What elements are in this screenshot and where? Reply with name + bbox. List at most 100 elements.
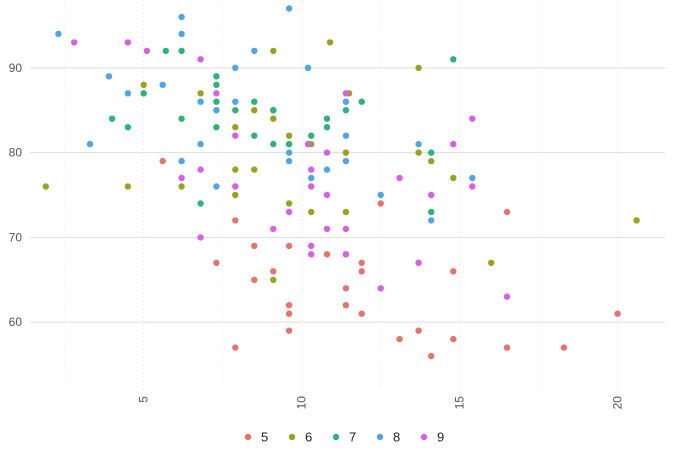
data-point xyxy=(304,64,312,72)
data-point xyxy=(55,30,62,38)
data-point xyxy=(213,81,220,89)
data-point xyxy=(342,251,350,258)
data-point xyxy=(178,13,185,21)
legend-label: 6 xyxy=(305,430,312,445)
data-point xyxy=(232,64,239,72)
data-point xyxy=(308,242,315,250)
data-point xyxy=(71,39,78,46)
data-point xyxy=(285,5,293,12)
data-point xyxy=(213,259,220,266)
data-point xyxy=(140,90,147,97)
data-point xyxy=(178,157,185,165)
data-point xyxy=(124,124,132,131)
data-point xyxy=(124,39,132,46)
data-point xyxy=(614,310,621,317)
data-point xyxy=(270,276,277,283)
data-point xyxy=(503,208,511,216)
data-point xyxy=(323,225,331,233)
data-point xyxy=(285,200,293,207)
data-point xyxy=(469,183,476,190)
data-point xyxy=(342,285,350,292)
data-point xyxy=(213,73,220,80)
data-point xyxy=(232,344,239,351)
data-point xyxy=(232,191,239,199)
data-point xyxy=(232,183,239,190)
legend-marker xyxy=(332,433,340,441)
data-point xyxy=(124,90,132,97)
data-point xyxy=(323,191,331,199)
data-point xyxy=(450,140,457,148)
data-point xyxy=(285,242,293,250)
x-tick-label: 20 xyxy=(611,396,625,410)
data-point xyxy=(285,140,293,148)
data-point xyxy=(124,183,132,190)
data-point xyxy=(197,234,204,241)
data-point xyxy=(415,327,422,334)
data-point xyxy=(342,98,350,105)
data-point xyxy=(285,149,293,156)
data-point xyxy=(358,98,365,105)
data-point xyxy=(197,140,204,148)
data-point xyxy=(377,200,384,207)
data-point xyxy=(232,124,239,131)
y-tick-label: 80 xyxy=(9,146,23,160)
data-point xyxy=(251,98,258,105)
data-point xyxy=(450,56,457,63)
data-point xyxy=(232,98,239,105)
legend-marker xyxy=(244,433,252,441)
data-point xyxy=(323,166,331,173)
x-tick-label: 15 xyxy=(453,396,467,410)
data-point xyxy=(633,217,640,224)
data-point xyxy=(178,174,185,182)
data-point xyxy=(323,251,331,258)
data-point xyxy=(251,47,258,55)
data-point xyxy=(270,115,277,122)
data-point xyxy=(396,174,403,182)
data-point xyxy=(178,30,185,38)
data-point xyxy=(285,310,293,317)
data-point xyxy=(560,344,568,351)
x-tick-label: 10 xyxy=(295,396,309,410)
data-point xyxy=(308,166,315,173)
data-point xyxy=(342,132,350,139)
legend-marker xyxy=(376,433,384,441)
data-point xyxy=(308,174,315,182)
y-tick-label: 60 xyxy=(9,315,23,329)
data-point xyxy=(415,64,422,72)
data-point xyxy=(342,225,350,233)
data-point xyxy=(251,132,258,139)
data-point xyxy=(159,157,166,165)
data-point xyxy=(415,149,422,156)
data-point xyxy=(488,259,495,266)
data-point xyxy=(270,47,277,55)
data-point xyxy=(251,166,258,173)
data-point xyxy=(197,90,204,97)
data-point xyxy=(213,124,220,131)
data-point xyxy=(308,132,315,139)
data-point xyxy=(197,98,204,105)
data-point xyxy=(377,191,384,199)
grid-lines xyxy=(30,0,665,390)
data-point xyxy=(428,352,435,360)
legend-marker xyxy=(420,433,428,441)
data-point xyxy=(428,208,435,216)
data-point xyxy=(469,174,476,182)
data-point xyxy=(213,107,220,114)
data-point xyxy=(251,242,258,250)
data-point xyxy=(232,217,239,224)
data-point xyxy=(304,140,312,148)
data-point xyxy=(415,140,422,148)
data-point xyxy=(358,259,365,266)
data-point xyxy=(270,225,277,233)
data-point xyxy=(326,39,334,46)
data-point xyxy=(213,183,220,190)
data-point xyxy=(377,285,384,292)
legend: 5 6 7 8 9 xyxy=(244,430,444,445)
data-point xyxy=(285,132,293,139)
legend-marker xyxy=(288,433,296,441)
data-point xyxy=(197,166,204,173)
data-point xyxy=(308,251,315,258)
data-point xyxy=(450,268,457,275)
data-point xyxy=(285,327,293,334)
